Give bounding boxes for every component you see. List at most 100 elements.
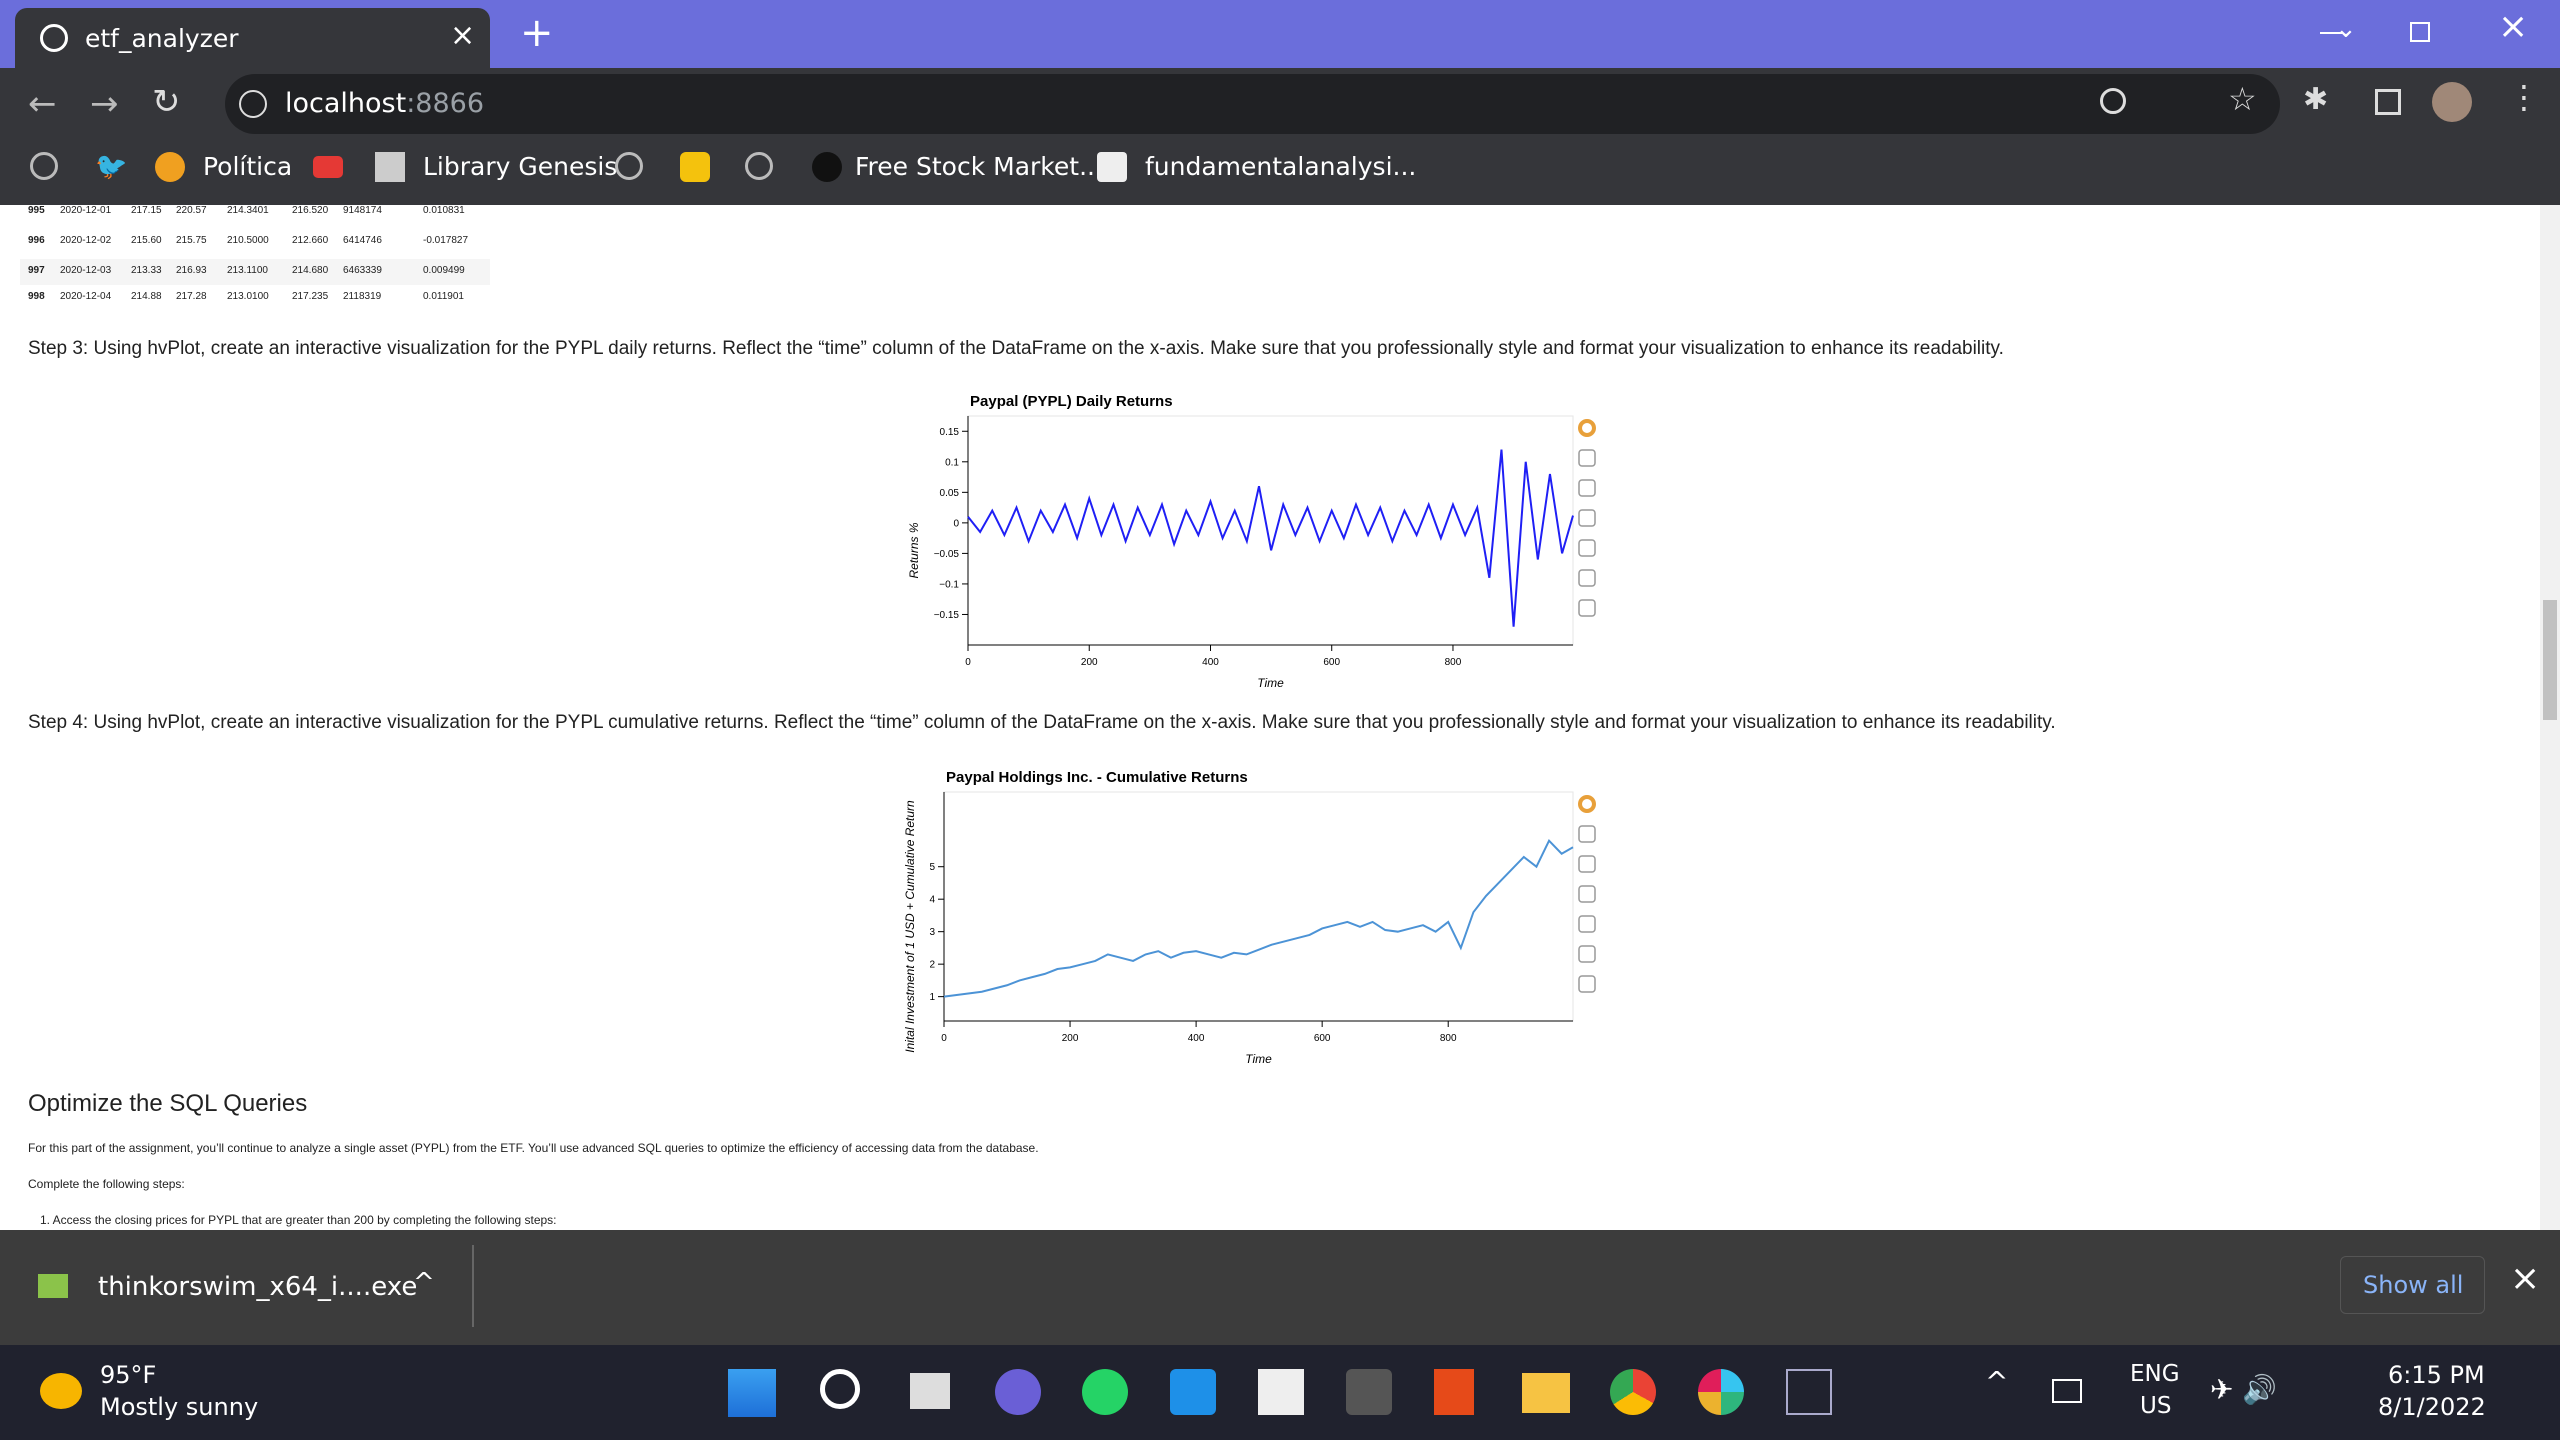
table-cell: 212.660 (292, 235, 329, 246)
clock-time[interactable]: 6:15 PM (2388, 1361, 2485, 1389)
save-tool[interactable] (1578, 539, 1596, 557)
chat-app[interactable] (995, 1369, 1041, 1415)
download-bar: thinkorswim_x64_i....exe ^ Show all × (0, 1230, 2560, 1345)
y-tick-label: 3 (929, 927, 935, 938)
table-cell: 996 (28, 235, 45, 246)
start-button[interactable] (728, 1369, 776, 1417)
clock-date[interactable]: 8/1/2022 (2378, 1393, 2486, 1421)
menu[interactable]: ⋮ (2508, 78, 2540, 116)
tray-overflow[interactable]: ^ (1985, 1365, 2009, 1398)
x-tick-label: 800 (1440, 1033, 1457, 1044)
forward[interactable]: → (90, 84, 119, 124)
bookmark-icon[interactable] (30, 152, 58, 180)
wheel-zoom-tool[interactable] (1578, 885, 1596, 903)
reload[interactable]: ↻ (152, 82, 181, 122)
info-icon[interactable] (239, 90, 267, 118)
table-cell: 220.57 (176, 205, 207, 216)
table-cell: 6414746 (343, 235, 382, 246)
show-all[interactable]: Show all (2340, 1256, 2485, 1314)
reset-tool[interactable] (1578, 945, 1596, 963)
save-tool[interactable] (1578, 915, 1596, 933)
x-tick-label: 200 (1062, 1033, 1079, 1044)
search-button[interactable] (820, 1369, 860, 1409)
x-tick-label: 0 (941, 1033, 947, 1044)
weather[interactable]: Mostly sunny (100, 1393, 259, 1421)
bookmark-icon[interactable] (680, 152, 710, 182)
region[interactable]: US (2140, 1393, 2172, 1419)
download-menu[interactable]: ^ (413, 1268, 435, 1298)
bokeh-logo[interactable] (1578, 419, 1596, 437)
notebook: 995 2020-12-01 217.15 220.57 214.3401 216.520… (0, 205, 2540, 1230)
y-tick-label: 4 (929, 895, 935, 906)
close-window[interactable]: × (2498, 6, 2529, 47)
y-axis-label: Inital Investment of 1 USD + Cumulative … (903, 800, 917, 1053)
temperature[interactable]: 95°F (100, 1361, 157, 1389)
scroll-thumb[interactable] (2543, 600, 2557, 720)
weather-icon (40, 1373, 82, 1409)
tray-icons[interactable]: ✈ 🔊 (2210, 1373, 2278, 1406)
slack[interactable] (1698, 1369, 1744, 1415)
bookmark[interactable]: Política (203, 152, 293, 181)
steps-intro: Complete the following steps: (28, 1177, 185, 1191)
y-tick-label: 0.05 (940, 488, 960, 499)
box-zoom-tool[interactable] (1578, 855, 1596, 873)
minimize[interactable] (2320, 32, 2342, 34)
table-cell: 217.15 (131, 205, 162, 216)
language[interactable]: ENG (2130, 1361, 2180, 1387)
bookmark[interactable]: fundamentalanalysi... (1145, 152, 1417, 181)
file-explorer[interactable] (1522, 1373, 1570, 1413)
table-cell: 0.010831 (423, 205, 465, 216)
hover-tool[interactable] (1578, 599, 1596, 617)
zoom-icon[interactable] (2100, 88, 2126, 114)
close-downloads[interactable]: × (2510, 1258, 2541, 1299)
task-view[interactable] (910, 1373, 950, 1409)
download-file[interactable]: thinkorswim_x64_i....exe (98, 1272, 418, 1302)
extensions[interactable]: ✱ (2303, 82, 2329, 117)
app-icon[interactable] (1258, 1369, 1304, 1415)
restore[interactable] (2410, 22, 2430, 42)
bookmark-icon[interactable] (745, 152, 773, 180)
tray-icon[interactable] (2052, 1379, 2082, 1403)
pan-tool[interactable] (1578, 449, 1596, 467)
active-tab[interactable]: etf_analyzer × (15, 8, 490, 68)
app-icon[interactable] (1786, 1369, 1832, 1415)
back[interactable]: ← (28, 84, 57, 124)
office[interactable] (1434, 1369, 1474, 1415)
y-tick-label: −0.05 (934, 549, 960, 560)
whatsapp[interactable] (1082, 1369, 1128, 1415)
file-icon (38, 1274, 68, 1298)
url-host: localhost (285, 88, 407, 119)
table-cell: 213.33 (131, 265, 162, 276)
bokeh-logo[interactable] (1578, 795, 1596, 813)
vscode[interactable] (1170, 1369, 1216, 1415)
table-cell: 215.75 (176, 235, 207, 246)
hover-tool[interactable] (1578, 975, 1596, 993)
y-tick-label: −0.15 (934, 610, 960, 621)
table-cell: 2020-12-03 (60, 265, 112, 276)
youtube-bookmark[interactable] (313, 156, 343, 178)
y-tick-label: 0.1 (945, 457, 959, 468)
twitter-bookmark[interactable]: 🐦 (95, 152, 128, 182)
side-panel[interactable] (2375, 89, 2401, 115)
wheel-zoom-tool[interactable] (1578, 509, 1596, 527)
bookmark-star[interactable]: ☆ (2228, 80, 2257, 118)
app-icon[interactable] (1346, 1369, 1392, 1415)
box-zoom-tool[interactable] (1578, 479, 1596, 497)
plot-frame (967, 415, 1574, 646)
reset-tool[interactable] (1578, 569, 1596, 587)
bookmark-icon[interactable] (615, 152, 643, 180)
close-tab[interactable]: × (450, 18, 476, 53)
pan-tool[interactable] (1578, 825, 1596, 843)
profile[interactable] (2432, 82, 2472, 122)
chrome[interactable] (1610, 1369, 1656, 1415)
tab-search[interactable]: ⌄ (2335, 14, 2357, 44)
table-cell: 998 (28, 291, 45, 302)
table-cell: 217.235 (292, 291, 329, 302)
paragraph: For this part of the assignment, you’ll … (28, 1141, 1039, 1155)
y-tick-label: −0.1 (939, 579, 959, 590)
bookmark[interactable]: Library Genesis (423, 152, 618, 181)
omnibox[interactable]: localhost:8866 (225, 74, 2280, 134)
bookmark[interactable]: Free Stock Market... (855, 152, 1103, 181)
new-tab[interactable]: + (520, 10, 554, 56)
